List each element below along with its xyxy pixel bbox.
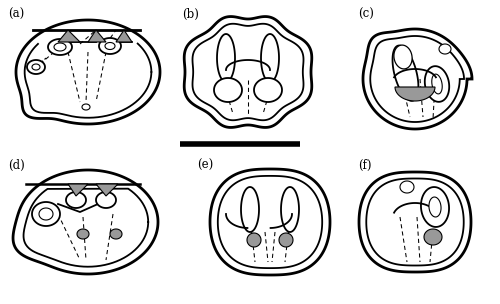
Polygon shape [281,187,299,232]
Polygon shape [425,66,449,102]
Polygon shape [439,44,451,54]
Polygon shape [254,78,282,102]
Polygon shape [16,20,160,124]
Polygon shape [363,29,472,129]
Polygon shape [241,187,259,232]
Polygon shape [424,229,442,245]
Polygon shape [105,43,115,50]
Polygon shape [432,74,442,94]
Polygon shape [110,229,122,239]
Polygon shape [247,233,261,247]
Polygon shape [192,24,304,120]
Polygon shape [210,169,330,275]
Polygon shape [96,192,116,208]
Polygon shape [184,16,312,127]
Polygon shape [366,178,464,265]
Polygon shape [77,229,89,239]
Polygon shape [279,233,293,247]
Text: (d): (d) [8,159,25,172]
Text: (e): (e) [197,159,213,172]
Polygon shape [400,181,414,193]
Polygon shape [218,176,322,268]
Polygon shape [359,172,471,272]
Polygon shape [394,45,412,69]
Text: (a): (a) [8,8,24,21]
Polygon shape [214,78,242,102]
Text: (c): (c) [358,8,374,21]
Polygon shape [32,202,60,226]
Polygon shape [58,30,80,42]
Polygon shape [395,87,435,101]
Polygon shape [48,39,72,55]
Polygon shape [27,60,45,74]
Polygon shape [88,30,106,42]
Polygon shape [370,36,464,122]
Polygon shape [39,208,53,220]
Text: (b): (b) [182,8,199,21]
Polygon shape [66,192,86,208]
Text: (f): (f) [358,159,372,172]
Polygon shape [217,34,235,82]
Polygon shape [421,187,449,227]
Polygon shape [99,38,121,54]
Polygon shape [32,64,40,70]
Polygon shape [54,43,66,51]
Polygon shape [116,30,132,42]
Polygon shape [82,104,90,110]
Polygon shape [429,197,441,217]
Polygon shape [96,184,118,196]
Polygon shape [261,34,279,82]
Polygon shape [13,170,158,274]
Polygon shape [392,46,418,101]
Polygon shape [68,184,88,196]
